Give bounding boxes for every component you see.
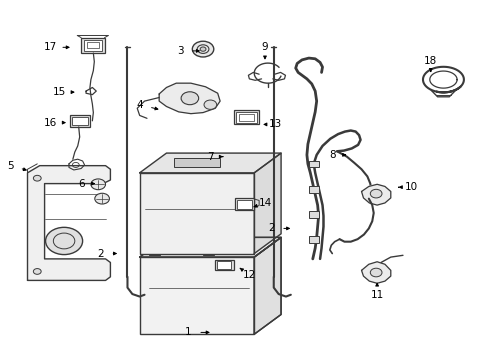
Bar bbox=[238, 114, 254, 121]
Circle shape bbox=[181, 92, 198, 105]
Polygon shape bbox=[140, 237, 281, 257]
Circle shape bbox=[200, 47, 205, 51]
Circle shape bbox=[173, 248, 181, 253]
Circle shape bbox=[166, 248, 174, 253]
Bar bbox=[308, 236, 318, 243]
Bar bbox=[234, 198, 254, 211]
Bar bbox=[237, 200, 251, 209]
Text: 5: 5 bbox=[7, 161, 14, 171]
Bar bbox=[149, 247, 160, 255]
Circle shape bbox=[369, 189, 381, 198]
Bar bbox=[236, 112, 256, 123]
Text: 9: 9 bbox=[261, 42, 268, 52]
Bar bbox=[140, 257, 254, 334]
Polygon shape bbox=[361, 262, 390, 283]
Bar bbox=[87, 42, 99, 48]
Text: 17: 17 bbox=[44, 42, 57, 52]
Text: 18: 18 bbox=[423, 56, 436, 66]
Text: 13: 13 bbox=[268, 120, 281, 129]
Circle shape bbox=[197, 248, 205, 253]
Circle shape bbox=[182, 248, 189, 253]
Circle shape bbox=[91, 179, 105, 190]
Text: 8: 8 bbox=[328, 150, 335, 160]
Bar bbox=[72, 117, 88, 125]
Bar bbox=[233, 110, 259, 125]
Circle shape bbox=[189, 248, 197, 253]
Text: 15: 15 bbox=[53, 87, 66, 97]
Text: 2: 2 bbox=[97, 248, 104, 258]
Bar bbox=[140, 173, 254, 253]
Bar bbox=[215, 260, 233, 270]
Text: 2: 2 bbox=[267, 224, 274, 233]
Circle shape bbox=[369, 268, 381, 277]
Circle shape bbox=[95, 193, 109, 204]
Polygon shape bbox=[140, 153, 281, 173]
Polygon shape bbox=[361, 184, 390, 205]
Circle shape bbox=[45, 227, 82, 255]
Bar bbox=[83, 40, 102, 50]
Circle shape bbox=[203, 248, 211, 253]
Text: 14: 14 bbox=[258, 198, 271, 208]
Text: 10: 10 bbox=[404, 182, 417, 192]
Bar bbox=[308, 161, 318, 167]
Circle shape bbox=[203, 100, 216, 109]
Text: 4: 4 bbox=[136, 100, 142, 110]
Text: 11: 11 bbox=[370, 290, 383, 300]
Bar bbox=[308, 186, 318, 193]
Polygon shape bbox=[27, 166, 110, 280]
Bar bbox=[81, 38, 104, 53]
Bar bbox=[70, 116, 90, 127]
Text: 1: 1 bbox=[185, 327, 191, 337]
Text: 12: 12 bbox=[242, 270, 256, 280]
Circle shape bbox=[158, 248, 165, 253]
Text: 6: 6 bbox=[78, 179, 84, 189]
Polygon shape bbox=[159, 83, 220, 114]
Text: 7: 7 bbox=[206, 152, 213, 162]
Bar bbox=[203, 247, 213, 255]
Circle shape bbox=[192, 41, 213, 57]
Circle shape bbox=[33, 269, 41, 274]
Bar bbox=[308, 211, 318, 218]
Text: 3: 3 bbox=[177, 46, 183, 56]
Bar bbox=[217, 261, 230, 269]
Bar bbox=[173, 158, 220, 167]
Polygon shape bbox=[254, 153, 281, 253]
Polygon shape bbox=[254, 237, 281, 334]
Circle shape bbox=[150, 248, 158, 253]
Circle shape bbox=[33, 175, 41, 181]
Text: 16: 16 bbox=[44, 118, 58, 128]
